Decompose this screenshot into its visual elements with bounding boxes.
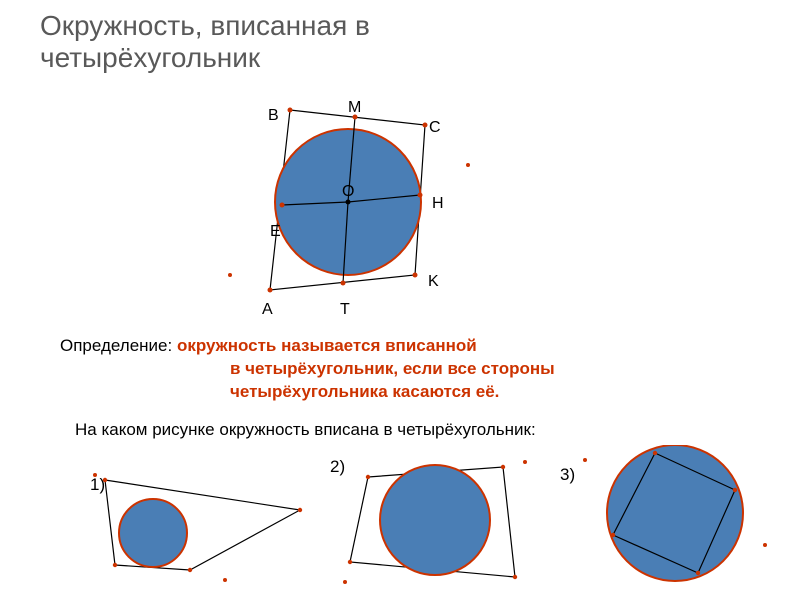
vertex-label-E: E [270,223,281,241]
vertex-label-C: C [429,119,441,137]
question-text: На каком рисунке окружность вписана в че… [75,420,536,440]
vertex-label-B: B [268,107,279,125]
option-3-figure [580,445,780,590]
vertex-label-T: T [340,301,350,319]
option-1-figure [75,455,315,595]
definition-line3: четырёхугольника касаются её. [230,382,499,401]
vertex-label-H: H [432,195,444,213]
page-title: Окружность, вписанная в четырёхугольник [40,10,370,74]
vertex-label-O: O [342,183,354,201]
vertex-label-K: K [428,273,439,291]
title-line2: четырёхугольник [40,42,260,73]
title-line1: Окружность, вписанная в [40,10,370,41]
definition-line1: окружность называется вписанной [177,336,477,355]
definition-line2: в четырёхугольник, если все стороны [230,359,555,378]
main-diagram: B M C H K T A E O [220,95,480,325]
vertex-label-A: A [262,301,273,319]
option-2-figure [340,457,540,597]
definition-label: Определение: [60,336,177,355]
options-row: 1) 2) 3) [40,445,760,595]
vertex-label-M: M [348,99,361,117]
definition-block: Определение: окружность называется вписа… [60,335,555,404]
option-3-label: 3) [560,465,575,485]
